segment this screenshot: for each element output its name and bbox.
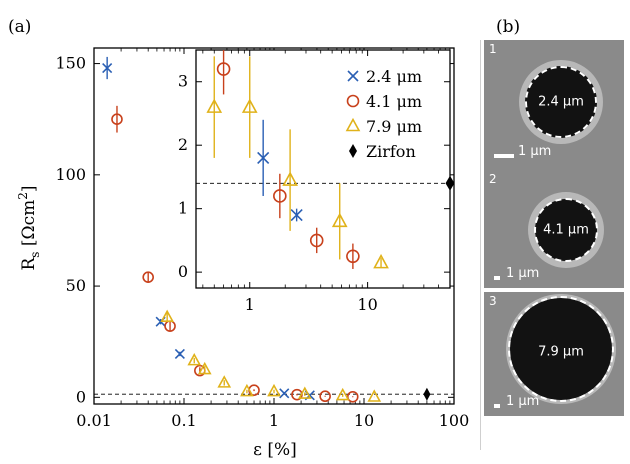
y-label-sub: s [28,252,42,258]
y-label-unit: [Ωcm [19,200,39,246]
point-o [309,233,324,248]
inset-x-tick-label: 1 [245,295,255,314]
legend: 2.4 μm 4.1 μm 7.9 μm Zirfon [345,67,422,161]
y-label-close: ] [19,185,39,192]
legend-marker [346,94,360,108]
inset-x-tick-label: 10 [357,295,377,314]
point-^ [297,386,312,399]
inset-y-tick-label: 1 [178,199,188,218]
point-^ [267,383,281,397]
point-o [142,271,154,283]
y-axis-label: Rs [Ωcm2] [16,185,42,270]
sem-image-3: 3 7.9 μm 1 μm [484,292,624,416]
inset-frame [195,49,451,289]
scale-bar-2 [494,276,500,280]
panel-b-label: (b) [496,17,520,37]
image-1-number: 1 [489,42,497,56]
point-^ [187,352,202,366]
image-3-scale-label: 1 μm [506,394,540,409]
sem-image-1: 1 2.4 μm 1 μm [484,40,624,170]
image-2-diameter: 4.1 μm [543,222,589,238]
point-o [111,113,123,125]
point-x [257,151,270,164]
svg-text:Rs [Ωcm2]: Rs [Ωcm2] [16,185,42,270]
x-tick-label: 100 [439,411,470,430]
y-tick-label: 150 [55,54,86,73]
point-o [216,62,231,76]
point-^ [367,389,382,402]
point-o [346,390,359,403]
image-1-diameter: 2.4 μm [538,94,584,110]
pore-1-outline [525,66,597,138]
x-tick-label: 0.1 [171,411,196,430]
point-^ [206,98,223,113]
panel-divider [480,40,481,450]
point-^ [217,375,232,388]
point-D [445,175,455,191]
pore-3-outline [508,296,614,402]
image-1-scale-label: 1 μm [518,144,552,159]
y-tick-label: 50 [66,276,86,295]
sem-image-2: 2 4.1 μm 1 μm [484,170,624,288]
y-tick-label: 0 [76,387,86,406]
y-tick-label: 100 [55,165,86,184]
point-^ [282,171,298,186]
point-^ [331,212,348,228]
inset-y-tick-label: 3 [178,72,188,91]
legend-marker [345,117,361,132]
legend-label: Zirfon [366,142,416,161]
point-x [174,348,185,360]
point-x [279,388,290,399]
inset-y-tick-label: 2 [178,135,188,154]
x-tick-label: 1 [269,411,279,430]
x-axis-label: ε [%] [253,440,297,460]
image-3-number: 3 [489,294,497,308]
scale-bar-3 [494,404,500,408]
legend-label: 2.4 μm [366,67,422,86]
point-^ [335,387,350,401]
point-x [290,208,303,222]
legend-label: 4.1 μm [366,92,422,111]
point-x [102,62,113,74]
image-2-number: 2 [489,172,497,186]
point-o [346,249,360,264]
point-^ [373,253,389,269]
y-label-exp: 2 [16,192,30,200]
point-^ [240,383,254,397]
image-2-scale-label: 1 μm [506,266,540,281]
x-tick-label: 10 [354,411,374,430]
legend-label: 7.9 μm [366,117,422,136]
point-o [273,189,287,203]
pore-2-outline [534,198,598,262]
point-o [319,390,331,403]
y-label-main: R [19,257,39,271]
inset-y-tick-label: 0 [178,262,188,281]
legend-marker [347,70,359,82]
point-^ [241,98,258,113]
scale-bar-1 [494,154,514,158]
inset-plot: 1 10 0 1 2 3 2.4 μm 4.1 μm 7.9 μm Zirfon [178,49,455,314]
image-3-diameter: 7.9 μm [538,344,584,360]
x-tick-label: 0.01 [76,411,112,430]
point-D [423,387,431,401]
legend-marker [349,144,357,158]
panel-a-label: (a) [8,17,31,37]
point-^ [197,361,212,375]
point-^ [160,309,175,323]
